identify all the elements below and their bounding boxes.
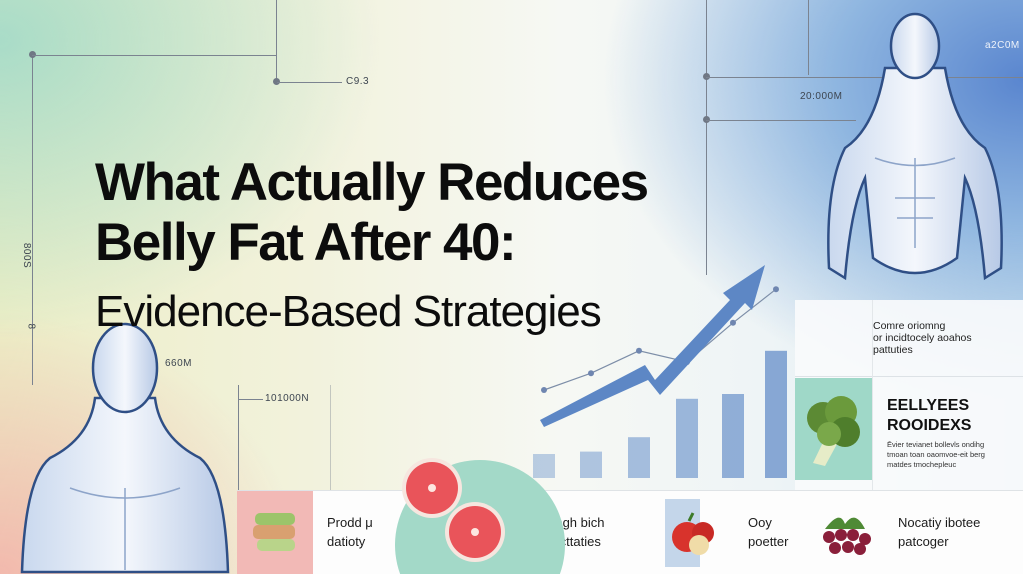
dimension-label: a2C0M <box>985 40 1020 51</box>
dimension-line <box>277 82 342 83</box>
dimension-line <box>330 385 331 490</box>
dimension-line <box>706 77 1023 78</box>
chart-bar <box>676 398 698 478</box>
human-figure-icon <box>827 12 1003 281</box>
dimension-line <box>32 55 277 56</box>
food-label: datioty <box>327 534 366 549</box>
dimension-label: 800S <box>21 242 33 269</box>
dimension-line <box>706 0 707 275</box>
dimension-line <box>706 120 856 121</box>
dimension-dot <box>703 73 710 80</box>
sandwich-card <box>237 491 313 574</box>
intro-line: or incidtocely aoahos <box>873 332 972 344</box>
dimension-dot <box>703 116 710 123</box>
info-panel: Comre oriomng or incidtocely aoahos patt… <box>795 300 1023 490</box>
dimension-label: 101000N <box>265 393 310 404</box>
subtitle: Evidence-Based Strategies <box>95 287 602 336</box>
food-label: patcoger <box>898 534 949 549</box>
food-label: Ooy <box>748 515 772 530</box>
title-line-1: What Actually Reduces <box>95 153 649 212</box>
grapefruit-card <box>395 458 565 574</box>
trend-point <box>588 370 594 377</box>
chart-bar <box>533 454 555 478</box>
broccoli-icon <box>807 396 860 466</box>
trend-point <box>541 387 547 393</box>
dimension-line <box>276 0 277 82</box>
dimension-label: C9.3 <box>346 76 370 87</box>
chart-bar <box>628 437 650 478</box>
growth-arrow-icon <box>540 265 765 427</box>
broccoli-card <box>795 378 872 480</box>
dimension-dot <box>273 78 280 85</box>
panel-heading: EELLYEES <box>887 397 970 414</box>
intro-line: Comre oriomng <box>873 320 946 332</box>
food-label: poetter <box>748 534 789 549</box>
dimension-dot <box>29 51 36 58</box>
chart-bar <box>765 350 787 478</box>
food-label: Prodd μ <box>327 515 373 530</box>
trend-point <box>730 319 736 326</box>
dimension-line <box>808 0 809 75</box>
apple-icon <box>672 512 714 555</box>
dimension-line <box>32 55 33 385</box>
dimension-label: 20:000M <box>800 91 843 102</box>
chart-bar <box>722 394 744 478</box>
grapefruit-icon <box>402 458 505 562</box>
food-label: Nocatiy ibotee <box>898 515 981 530</box>
berries-icon <box>823 517 871 555</box>
intro-line: pattuties <box>873 344 913 356</box>
growth-chart <box>533 265 787 478</box>
panel-heading: ROOIDEXS <box>887 417 972 434</box>
human-figure-icon <box>20 322 230 574</box>
panel-body-line: Ēvier tevianet bollevls ondihg <box>887 440 985 449</box>
title-line-2: Belly Fat After 40: <box>95 213 517 272</box>
trend-point <box>636 347 642 354</box>
trend-line <box>543 288 777 391</box>
dimension-label: 660M <box>165 358 193 369</box>
dimension-line <box>238 385 239 490</box>
dimension-line <box>238 399 263 400</box>
panel-body-line: tmoan toan oaomvoe-eit berg <box>887 450 985 459</box>
panel-body-line: matdes tmochepleuc <box>887 460 957 469</box>
chart-bar <box>580 451 602 478</box>
trend-point <box>773 286 779 293</box>
sandwich-icon <box>253 513 295 551</box>
